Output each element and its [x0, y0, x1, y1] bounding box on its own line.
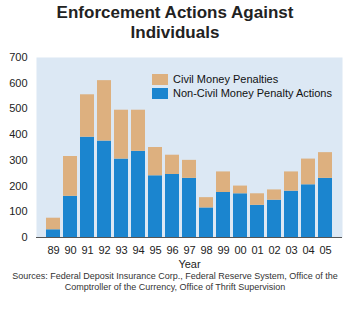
svg-text:99: 99: [217, 244, 229, 256]
svg-text:98: 98: [200, 244, 212, 256]
svg-text:Year: Year: [178, 258, 201, 270]
svg-text:02: 02: [268, 244, 280, 256]
svg-text:300: 300: [9, 154, 27, 166]
html-text:Civil Money Penalties: Civil Money Penalties: [173, 73, 279, 85]
svg-text:700: 700: [9, 51, 27, 63]
svg-text:94: 94: [132, 244, 144, 256]
svg-text:95: 95: [149, 244, 161, 256]
svg-text:400: 400: [9, 128, 27, 140]
svg-text:200: 200: [9, 180, 27, 192]
svg-text:01: 01: [251, 244, 263, 256]
html-text:Sources: Federal Deposit Insur: Sources: Federal Deposit Insurance Corp.…: [12, 271, 338, 292]
svg-text:600: 600: [9, 77, 27, 89]
svg-text:03: 03: [285, 244, 297, 256]
svg-text:92: 92: [98, 244, 110, 256]
html-text:Non-Civil Money Penalty Action: Non-Civil Money Penalty Actions: [173, 87, 332, 99]
svg-text:93: 93: [115, 244, 127, 256]
svg-text:90: 90: [64, 244, 76, 256]
svg-text:91: 91: [81, 244, 93, 256]
svg-text:100: 100: [9, 205, 27, 217]
svg-text:05: 05: [319, 244, 331, 256]
html-text:Enforcement Actions Against In: Enforcement Actions Against Individuals: [56, 3, 294, 42]
svg-text:0: 0: [21, 231, 27, 243]
svg-text:00: 00: [234, 244, 246, 256]
svg-text:97: 97: [183, 244, 195, 256]
svg-text:04: 04: [302, 244, 314, 256]
svg-text:89: 89: [47, 244, 59, 256]
svg-text:96: 96: [166, 244, 178, 256]
svg-text:500: 500: [9, 102, 27, 114]
